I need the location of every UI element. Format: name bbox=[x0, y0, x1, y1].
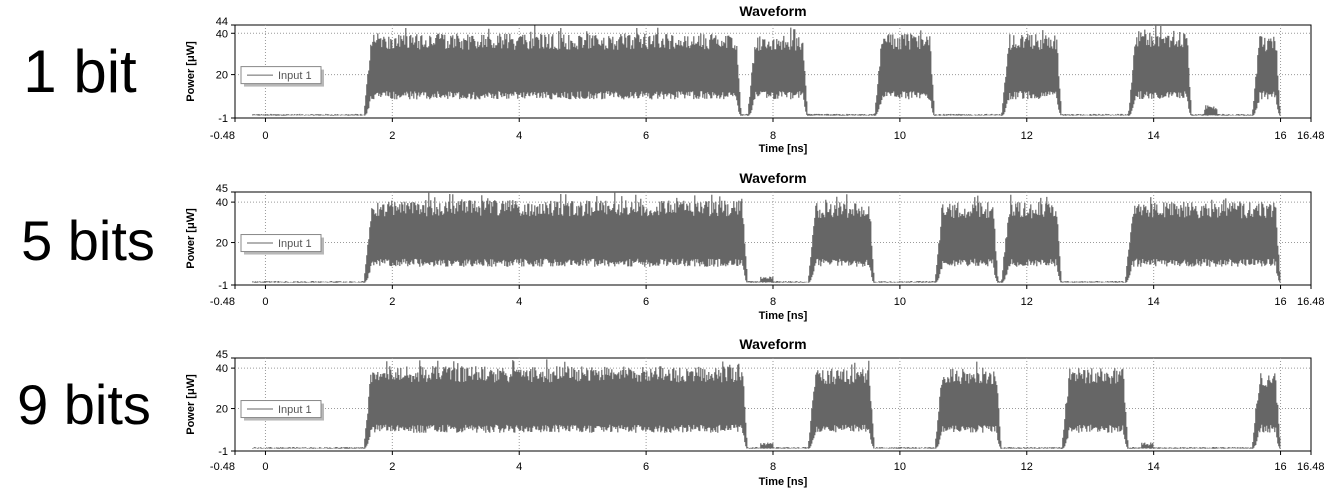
x-tick-label: 8 bbox=[770, 130, 776, 142]
x-tick-label: 12 bbox=[1021, 296, 1033, 308]
x-tick-label: 10 bbox=[894, 461, 906, 473]
x-tick-label: 16 bbox=[1274, 461, 1286, 473]
waveform-series bbox=[252, 192, 1281, 283]
legend: Input 1 bbox=[240, 400, 324, 421]
y-tick-label: 45 bbox=[216, 183, 228, 195]
x-tick-label: 4 bbox=[516, 296, 522, 308]
x-tick-label: -0.48 bbox=[210, 296, 235, 308]
chart-title: Waveform bbox=[739, 170, 806, 186]
legend-box bbox=[240, 400, 322, 419]
legend-entry: Input 1 bbox=[278, 404, 312, 416]
x-tick-label: 0 bbox=[262, 296, 268, 308]
y-tick-label: 20 bbox=[216, 404, 228, 416]
legend: Input 1 bbox=[240, 234, 324, 255]
x-axis-label: Time [ns] bbox=[759, 476, 808, 488]
x-tick-label: -0.48 bbox=[210, 461, 235, 473]
x-tick-label: 6 bbox=[643, 296, 649, 308]
waveform-line bbox=[252, 359, 1281, 449]
x-tick-label: 16.48 bbox=[1297, 296, 1325, 308]
y-tick-label: -1 bbox=[218, 280, 228, 292]
x-tick-label: 14 bbox=[1148, 461, 1160, 473]
y-tick-label: 20 bbox=[216, 238, 228, 250]
x-tick-label: 8 bbox=[770, 461, 776, 473]
x-tick-label: 16.48 bbox=[1297, 461, 1325, 473]
y-tick-label: -1 bbox=[218, 446, 228, 458]
chart-panel-3: 9 bits Waveform -0.48 0 2 4 6 8 10 12 14 16 16.48 Tim… bbox=[17, 336, 1324, 488]
x-tick-label: 4 bbox=[516, 130, 522, 142]
x-tick-label: 0 bbox=[262, 461, 268, 473]
x-tick-label: 12 bbox=[1021, 461, 1033, 473]
y-axis-label: Power [μW] bbox=[185, 41, 197, 102]
x-tick-label: 2 bbox=[389, 461, 395, 473]
x-tick-label: 0 bbox=[262, 130, 268, 142]
row-label: 1 bit bbox=[23, 38, 137, 105]
x-tick-label: 6 bbox=[643, 130, 649, 142]
x-tick-label: 14 bbox=[1148, 130, 1160, 142]
x-axis-label: Time [ns] bbox=[759, 310, 808, 322]
x-tick-label: 16 bbox=[1274, 296, 1286, 308]
legend-entry: Input 1 bbox=[278, 238, 312, 250]
y-tick-label: 40 bbox=[216, 197, 228, 209]
x-tick-label: 6 bbox=[643, 461, 649, 473]
row-label: 9 bits bbox=[17, 373, 151, 436]
x-tick-label: 4 bbox=[516, 461, 522, 473]
x-tick-label: 16.48 bbox=[1297, 130, 1325, 142]
x-tick-label: 16 bbox=[1274, 130, 1286, 142]
chart-panel-2: 5 bits Waveform -0.48 0 2 4 6 8 10 12 14 16 16.48 Tim… bbox=[21, 170, 1324, 322]
waveform-line bbox=[252, 25, 1281, 116]
y-tick-label: 40 bbox=[216, 363, 228, 375]
y-tick-label: 45 bbox=[216, 349, 228, 361]
y-tick-label: -1 bbox=[218, 113, 228, 125]
x-tick-label: 10 bbox=[894, 130, 906, 142]
chart-title: Waveform bbox=[739, 336, 806, 352]
legend-box bbox=[240, 66, 322, 85]
x-tick-label: -0.48 bbox=[210, 130, 235, 142]
waveform-line bbox=[252, 192, 1281, 283]
legend-entry: Input 1 bbox=[278, 70, 312, 82]
y-axis-label: Power [μW] bbox=[185, 208, 197, 269]
y-axis-label: Power [μW] bbox=[185, 374, 197, 435]
chart-title: Waveform bbox=[739, 3, 806, 19]
y-tick-label: 44 bbox=[216, 16, 228, 28]
waveform-series bbox=[252, 359, 1281, 449]
x-axis-label: Time [ns] bbox=[759, 143, 808, 155]
x-tick-label: 8 bbox=[770, 296, 776, 308]
row-label: 5 bits bbox=[21, 209, 155, 272]
y-tick-label: 20 bbox=[216, 70, 228, 82]
x-tick-label: 2 bbox=[389, 130, 395, 142]
x-tick-label: 12 bbox=[1021, 130, 1033, 142]
legend-box bbox=[240, 234, 322, 253]
x-tick-label: 2 bbox=[389, 296, 395, 308]
y-tick-label: 40 bbox=[216, 28, 228, 40]
legend: Input 1 bbox=[240, 66, 324, 87]
waveform-series bbox=[252, 25, 1281, 116]
x-tick-label: 10 bbox=[894, 296, 906, 308]
x-tick-label: 14 bbox=[1148, 296, 1160, 308]
chart-panel-1: 1 bit Waveform -0.48 0 2 4 6 8 10 12 14 16 16.48 Time… bbox=[23, 3, 1324, 155]
